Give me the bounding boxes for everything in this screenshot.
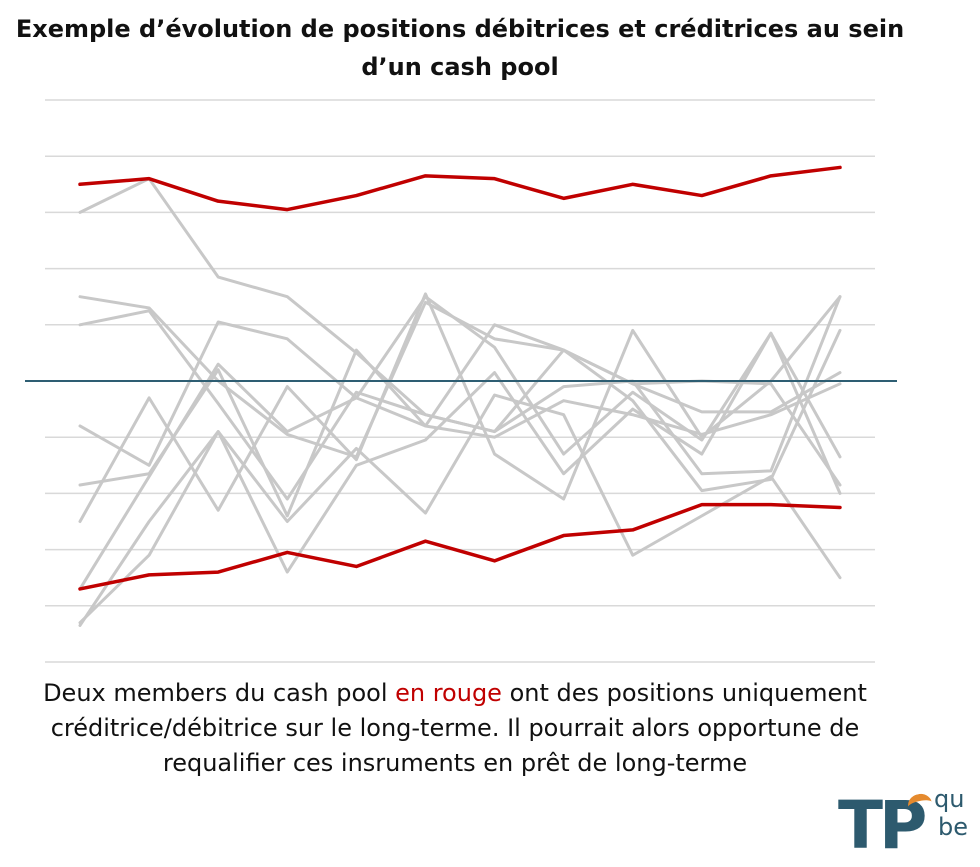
gray-series-line-1	[78, 177, 842, 476]
gray-series-group	[78, 177, 842, 627]
gray-series-line-9	[78, 362, 842, 591]
caption-text-end: ont des positions uniquement créditrice/…	[50, 679, 867, 777]
red-series-line-1	[78, 165, 842, 212]
gray-series-line-4	[78, 295, 842, 467]
caption-highlight: en rouge	[395, 679, 502, 707]
red-series-group	[78, 165, 842, 591]
logo-main-text: TP	[838, 787, 927, 864]
red-series-line-2	[78, 502, 842, 591]
chart-title: Exemple d’évolution de positions débitri…	[15, 15, 905, 81]
logo-bottom-text: be	[938, 813, 968, 841]
gray-series-line-8	[78, 393, 842, 627]
line-chart	[25, 99, 897, 663]
tpqube-logo: TP qu be	[838, 786, 978, 864]
caption-text-start: Deux members du cash pool	[43, 679, 396, 707]
chart-caption: Deux members du cash pool en rouge ont d…	[0, 676, 910, 781]
logo-top-text: qu	[934, 785, 965, 813]
gray-series-line-6	[78, 292, 842, 523]
gray-series-line-7	[78, 331, 842, 625]
